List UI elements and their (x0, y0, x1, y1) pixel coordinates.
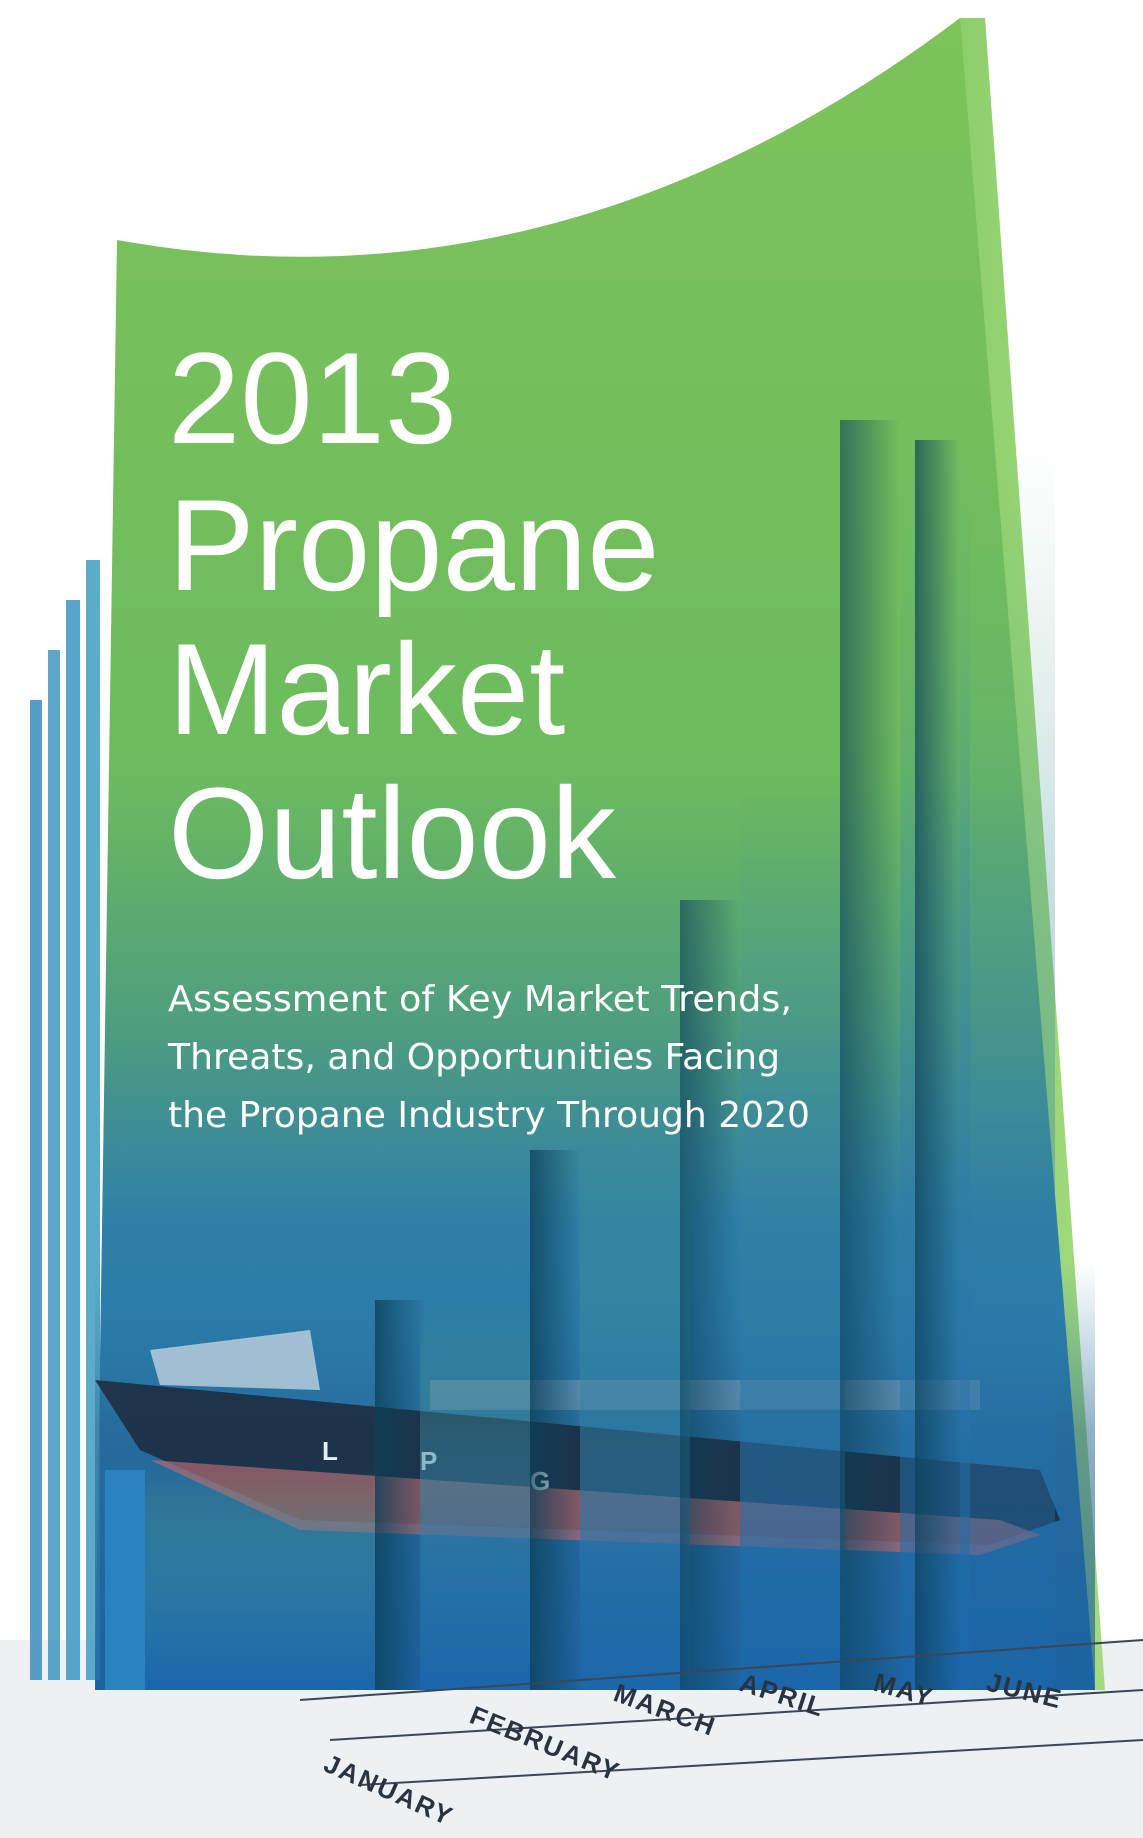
subtitle-line: the Propane Industry Through 2020 (168, 1095, 810, 1136)
subtitle-line: Assessment of Key Market Trends, (168, 979, 792, 1020)
ship-letter: L (322, 1436, 338, 1466)
title-year: 2013 (168, 325, 457, 471)
subtitle-line: Threats, and Opportunities Facing (167, 1037, 780, 1078)
title-line: Outlook (168, 760, 617, 906)
page: {"title": {"year": "2013", "lines": ["Pr… (0, 0, 1143, 1838)
cover: L P G JANUARY FEBRUARY MARCH APRIL MAY J… (0, 0, 1143, 1838)
title-line: Propane (168, 472, 660, 618)
subtitle: Assessment of Key Market Trends, Threats… (167, 979, 810, 1136)
title-line: Market (168, 616, 565, 762)
